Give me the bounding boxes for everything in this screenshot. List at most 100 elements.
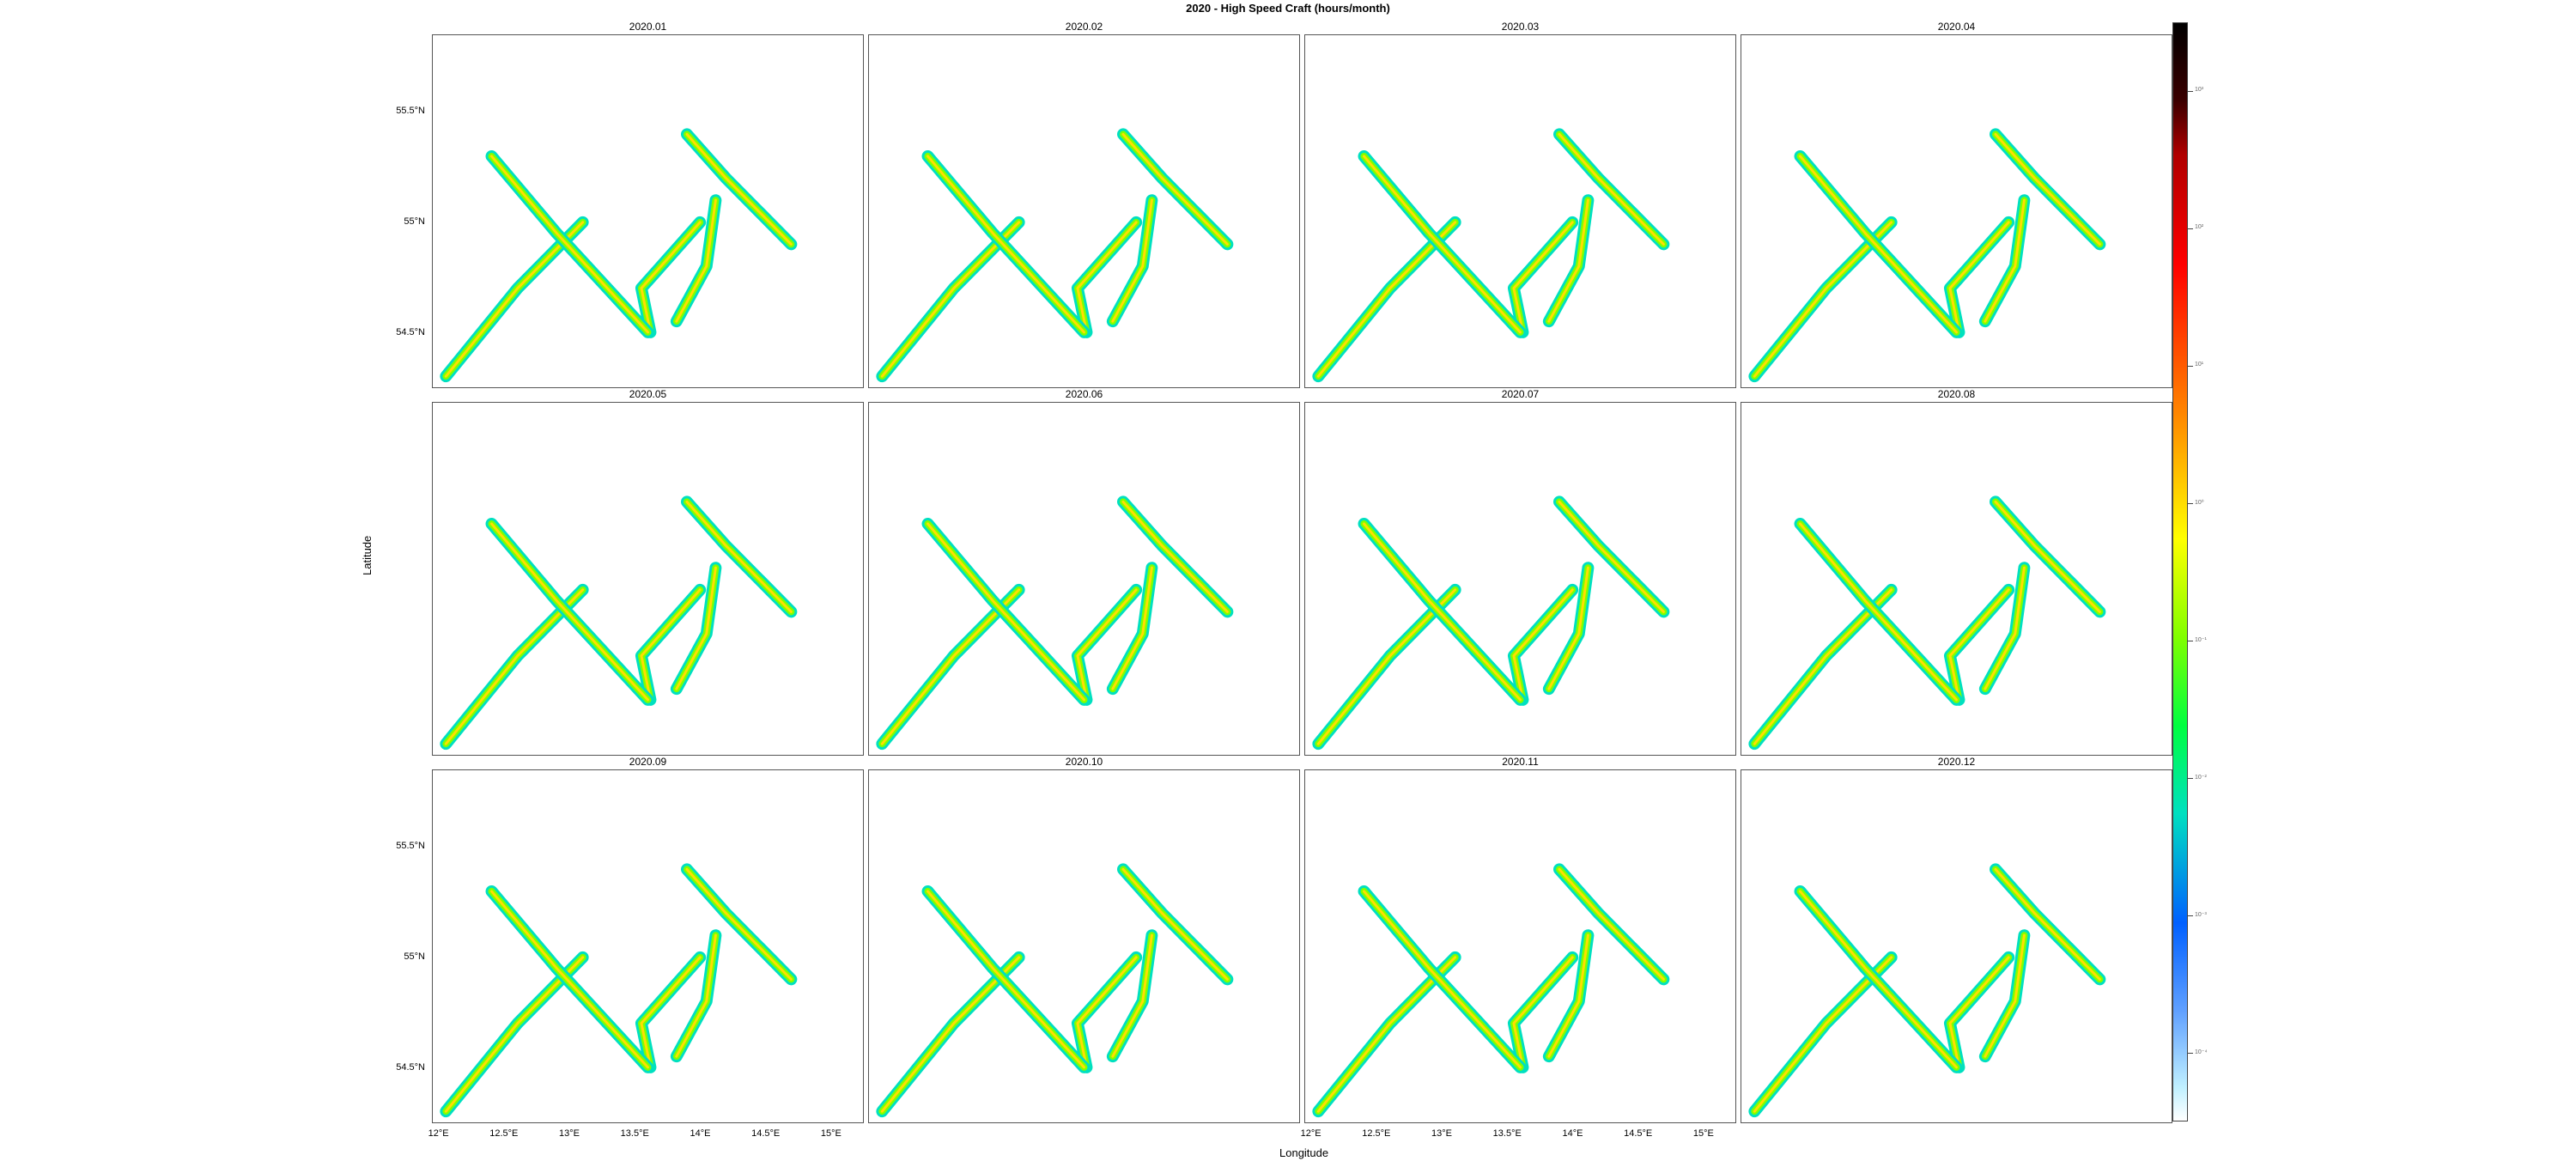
route-band — [1994, 132, 2101, 246]
route-band — [1994, 500, 2101, 613]
route-band — [685, 132, 793, 246]
x-axis-title: Longitude — [1279, 1146, 1329, 1159]
route-band — [1558, 867, 1665, 981]
y-tick-label: 54.5°N — [396, 326, 425, 337]
route-band — [1547, 933, 1589, 1058]
month-panel — [1741, 769, 2172, 1123]
y-tick-label: 55°N — [404, 951, 425, 962]
panel-title: 2020.03 — [1501, 21, 1540, 33]
x-tick-label: 14.5°E — [1624, 1128, 1653, 1139]
x-tick-label: 12.5°E — [1362, 1128, 1391, 1139]
route-band — [1948, 221, 2010, 334]
route-band — [675, 566, 717, 690]
panel-title: 2020.09 — [629, 756, 667, 768]
colorbar-tick — [2188, 503, 2193, 504]
colorbar-tick-label: 10⁰ — [2195, 500, 2204, 506]
y-tick-label: 54.5°N — [396, 1061, 425, 1073]
route-band — [1121, 867, 1229, 981]
panel-title: 2020.12 — [1937, 756, 1976, 768]
route-band — [489, 155, 649, 334]
route-band — [685, 867, 793, 981]
x-tick-label: 13.5°E — [1492, 1128, 1522, 1139]
route-band — [1076, 221, 1138, 334]
traffic-density-map — [440, 495, 798, 751]
route-band — [1948, 588, 2010, 702]
route-band — [1984, 198, 2026, 323]
month-panel — [868, 769, 1300, 1123]
x-tick-label: 12.5°E — [489, 1128, 519, 1139]
panel-title: 2020.11 — [1502, 756, 1539, 768]
route-band — [640, 221, 702, 334]
panel-title: 2020.10 — [1065, 756, 1103, 768]
colorbar-tick — [2188, 91, 2193, 92]
route-band — [1512, 588, 1574, 702]
month-panel — [432, 34, 864, 388]
route-band — [1798, 890, 1958, 1069]
route-band — [1994, 867, 2101, 981]
traffic-density-map — [440, 863, 798, 1118]
route-band — [1984, 566, 2026, 690]
traffic-density-map — [1748, 128, 2106, 383]
route-band — [926, 522, 1085, 702]
x-tick-label: 12°E — [1300, 1128, 1321, 1139]
route-band — [640, 588, 702, 702]
route-band — [1121, 500, 1229, 613]
traffic-density-map — [1312, 863, 1670, 1118]
route-band — [1076, 956, 1138, 1069]
route-band — [1547, 198, 1589, 323]
route-band — [1111, 933, 1153, 1058]
colorbar-tick-label: 10⁻⁴ — [2195, 1049, 2208, 1055]
traffic-density-map — [1748, 863, 2106, 1118]
route-band — [1984, 933, 2026, 1058]
month-panel — [1304, 769, 1736, 1123]
traffic-density-map — [876, 863, 1234, 1118]
colorbar-tick — [2188, 915, 2193, 916]
x-tick-label: 15°E — [820, 1128, 841, 1139]
month-panel — [868, 402, 1300, 756]
panel-title: 2020.08 — [1937, 388, 1976, 400]
month-panel — [1304, 34, 1736, 388]
chart-title: 2020 - High Speed Craft (hours/month) — [1186, 2, 1390, 15]
route-band — [1558, 132, 1665, 246]
panel-title: 2020.01 — [629, 21, 667, 33]
colorbar-tick-label: 10³ — [2195, 87, 2204, 93]
route-band — [489, 522, 649, 702]
panel-title: 2020.05 — [629, 388, 667, 400]
route-band — [1558, 500, 1665, 613]
route-band — [1362, 890, 1522, 1069]
month-panel — [1741, 34, 2172, 388]
route-band — [1512, 221, 1574, 334]
route-band — [1798, 155, 1958, 334]
x-tick-label: 13.5°E — [620, 1128, 649, 1139]
route-band — [1121, 132, 1229, 246]
month-panel — [432, 402, 864, 756]
y-tick-label: 55.5°N — [396, 106, 425, 117]
route-band — [1111, 566, 1153, 690]
colorbar-tick-label: 10⁻³ — [2195, 912, 2207, 918]
route-band — [1948, 956, 2010, 1069]
x-tick-label: 12°E — [428, 1128, 449, 1139]
colorbar-tick-label: 10¹ — [2195, 362, 2204, 368]
y-axis-title: Latitude — [361, 535, 374, 575]
route-band — [1362, 522, 1522, 702]
traffic-density-map — [876, 128, 1234, 383]
route-band — [675, 198, 717, 323]
x-tick-label: 13°E — [559, 1128, 580, 1139]
y-tick-label: 55.5°N — [396, 841, 425, 852]
route-band — [1362, 155, 1522, 334]
x-tick-label: 14°E — [1562, 1128, 1583, 1139]
month-panel — [868, 34, 1300, 388]
traffic-density-map — [440, 128, 798, 383]
route-band — [1547, 566, 1589, 690]
colorbar-tick — [2188, 778, 2193, 779]
x-tick-label: 15°E — [1692, 1128, 1714, 1139]
panel-title: 2020.02 — [1065, 21, 1103, 33]
x-tick-label: 14.5°E — [751, 1128, 781, 1139]
colorbar-tick-label: 10⁻² — [2195, 775, 2207, 781]
route-band — [640, 956, 702, 1069]
colorbar-tick — [2188, 366, 2193, 367]
colorbar-tick-label: 10⁻¹ — [2195, 637, 2207, 643]
colorbar-tick — [2188, 1053, 2193, 1054]
route-band — [675, 933, 717, 1058]
x-tick-label: 14°E — [690, 1128, 711, 1139]
